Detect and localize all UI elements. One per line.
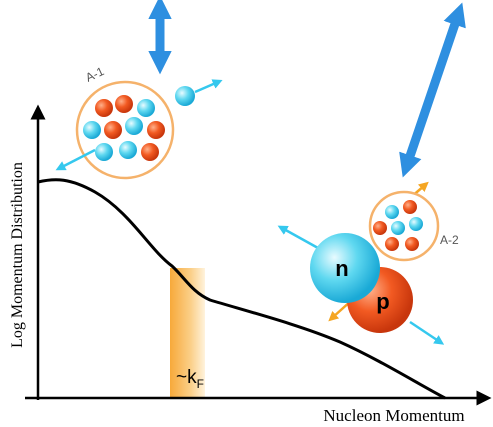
nucleus-a2 <box>370 185 438 260</box>
proton-label: p <box>376 289 389 314</box>
double-arrow <box>408 18 457 162</box>
x-axis-label: Nucleon Momentum <box>323 406 464 425</box>
neutron-label: n <box>335 256 348 281</box>
nucleus-a1 <box>60 82 218 178</box>
nucleus-label: A-2 <box>440 233 459 247</box>
y-axis-label: Log Momentum Distribution <box>9 162 26 348</box>
diagram: Log Momentum Distribution Nucleon Moment… <box>0 0 493 427</box>
nucleus-label: A-1 <box>83 64 106 85</box>
